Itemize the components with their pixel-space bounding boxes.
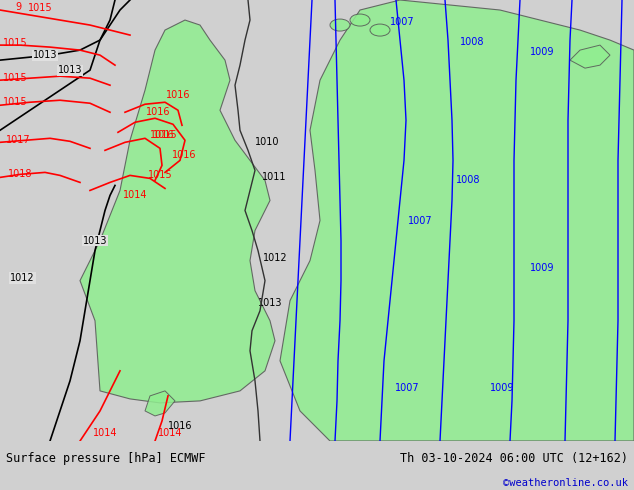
Text: 1016: 1016 (165, 90, 190, 100)
Text: 9: 9 (15, 2, 21, 12)
Polygon shape (280, 0, 634, 441)
Text: 1015: 1015 (148, 171, 172, 180)
Text: 1015: 1015 (3, 97, 27, 107)
Text: 1014: 1014 (158, 428, 182, 438)
Text: 1016: 1016 (150, 130, 174, 140)
Text: 1017: 1017 (6, 135, 30, 146)
Text: 1009: 1009 (490, 383, 515, 393)
Text: Surface pressure [hPa] ECMWF: Surface pressure [hPa] ECMWF (6, 452, 206, 465)
Text: 1013: 1013 (258, 298, 283, 308)
Text: 1015: 1015 (3, 73, 27, 83)
Text: 1013: 1013 (83, 236, 107, 245)
Polygon shape (80, 20, 275, 403)
Text: 1009: 1009 (530, 263, 555, 272)
Text: 1015: 1015 (3, 38, 27, 48)
Text: 1011: 1011 (262, 172, 287, 182)
Ellipse shape (330, 19, 350, 31)
Text: 1014: 1014 (123, 191, 147, 200)
Text: 1010: 1010 (255, 137, 280, 147)
Text: 1015: 1015 (153, 130, 178, 140)
Text: 1014: 1014 (93, 428, 117, 438)
Text: 1016: 1016 (172, 150, 197, 160)
Text: 1013: 1013 (58, 65, 82, 75)
Text: 1016: 1016 (168, 421, 193, 431)
Text: 1008: 1008 (456, 175, 480, 185)
Polygon shape (145, 391, 175, 416)
Text: 1009: 1009 (530, 47, 555, 57)
Text: 1018: 1018 (8, 170, 32, 179)
Text: ©weatheronline.co.uk: ©weatheronline.co.uk (503, 478, 628, 488)
Ellipse shape (350, 14, 370, 26)
Text: 1007: 1007 (408, 216, 432, 225)
Text: Th 03-10-2024 06:00 UTC (12+162): Th 03-10-2024 06:00 UTC (12+162) (399, 452, 628, 465)
Text: 1007: 1007 (395, 383, 420, 393)
Text: 1008: 1008 (460, 37, 484, 47)
Text: 1016: 1016 (146, 107, 171, 117)
Text: 1012: 1012 (263, 252, 288, 263)
Text: 1015: 1015 (28, 3, 53, 13)
Ellipse shape (370, 24, 390, 36)
Text: 1013: 1013 (33, 50, 57, 60)
Text: 1012: 1012 (10, 272, 35, 283)
Polygon shape (570, 45, 610, 68)
Text: 1007: 1007 (390, 17, 415, 27)
